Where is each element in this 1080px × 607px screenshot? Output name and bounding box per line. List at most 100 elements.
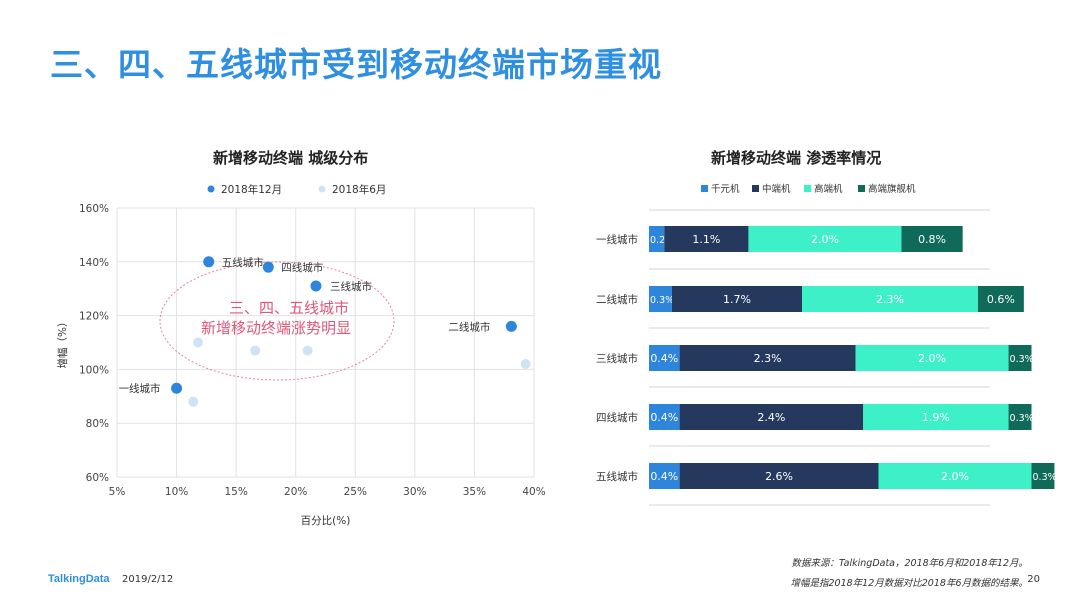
legend-swatch bbox=[804, 185, 811, 192]
bar-segment bbox=[863, 404, 1009, 430]
scatter-point-dec2018 bbox=[262, 261, 274, 273]
scatter-point-jun2018 bbox=[193, 337, 204, 348]
bar-value-label: 2.0% bbox=[811, 233, 839, 246]
legend-swatch bbox=[752, 185, 759, 192]
x-tick-label: 20% bbox=[284, 486, 307, 498]
bar-value-label: 0.3% bbox=[1033, 472, 1057, 483]
y-tick-label: 140% bbox=[79, 257, 109, 269]
bar-value-label: 2.3% bbox=[876, 293, 904, 306]
bar-value-label: 2.3% bbox=[754, 352, 782, 365]
legend-swatch bbox=[858, 185, 865, 192]
bar-segment bbox=[649, 286, 672, 312]
bar-value-label: 0.3% bbox=[650, 295, 674, 306]
source-note: 数据来源：TalkingData，2018年6月和2018年12月。 bbox=[791, 558, 1028, 569]
scatter-point-dec2018 bbox=[310, 280, 322, 292]
scatter-chart-title: 新增移动终端 城级分布 bbox=[213, 149, 369, 167]
x-tick-label: 25% bbox=[344, 486, 367, 498]
x-tick-label: 40% bbox=[522, 486, 545, 498]
bar-value-label: 1.1% bbox=[692, 233, 720, 246]
bar-segment bbox=[649, 345, 680, 371]
category-label: 三线城市 bbox=[596, 352, 638, 365]
bar-segment bbox=[878, 463, 1032, 489]
bar-value-label: 1.7% bbox=[723, 293, 751, 306]
bar-value-label: 1.9% bbox=[922, 411, 950, 424]
x-tick-label: 30% bbox=[403, 486, 426, 498]
bar-value-label: 0.3% bbox=[1010, 413, 1034, 424]
legend-label: 2018年6月 bbox=[332, 183, 386, 196]
annotation-line-2: 新增移动终端涨势明显 bbox=[201, 319, 351, 337]
category-label: 一线城市 bbox=[596, 233, 638, 246]
legend-label: 千元机 bbox=[711, 183, 740, 195]
bar-value-label: 0.3% bbox=[1010, 354, 1034, 365]
legend-marker bbox=[207, 185, 215, 193]
bar-segment bbox=[679, 345, 856, 371]
bar-segment bbox=[649, 463, 680, 489]
bar-segment bbox=[901, 226, 963, 252]
bar-chart-title: 新增移动终端 渗透率情况 bbox=[711, 149, 882, 167]
bar-segment bbox=[977, 286, 1024, 312]
scatter-point-label: 五线城市 bbox=[222, 256, 264, 269]
bar-value-label: 2.0% bbox=[941, 470, 969, 483]
page-number: 20 bbox=[1027, 574, 1040, 585]
scatter-point-jun2018 bbox=[520, 359, 531, 370]
y-tick-label: 60% bbox=[86, 472, 109, 484]
scatter-point-dec2018 bbox=[171, 382, 183, 394]
bar-segment bbox=[1031, 463, 1055, 489]
bar-value-label: 0.2% bbox=[650, 235, 674, 246]
bar-value-label: 0.4% bbox=[650, 352, 678, 365]
scatter-point-dec2018 bbox=[203, 256, 215, 268]
legend-label: 中端机 bbox=[762, 183, 791, 195]
category-label: 五线城市 bbox=[596, 470, 638, 483]
scatter-point-label: 三线城市 bbox=[330, 280, 372, 293]
bar-segment bbox=[1008, 404, 1032, 430]
legend-swatch bbox=[701, 185, 708, 192]
bar-segment bbox=[1008, 345, 1032, 371]
bar-segment bbox=[664, 226, 749, 252]
scatter-point-label: 四线城市 bbox=[281, 261, 323, 274]
bar-value-label: 2.4% bbox=[757, 411, 785, 424]
brand-logo: TalkingData bbox=[48, 573, 110, 585]
x-tick-label: 10% bbox=[165, 486, 188, 498]
bar-segment bbox=[671, 286, 802, 312]
definition-note: 增幅是指2018年12月数据对比2018年6月数据的结果。 bbox=[790, 578, 1029, 589]
legend-marker bbox=[318, 185, 326, 193]
bar-value-label: 0.6% bbox=[987, 293, 1015, 306]
bar-segment bbox=[649, 404, 680, 430]
category-label: 二线城市 bbox=[596, 293, 638, 306]
x-tick-label: 15% bbox=[224, 486, 247, 498]
report-date: 2019/2/12 bbox=[122, 574, 174, 585]
scatter-point-label: 一线城市 bbox=[119, 382, 161, 395]
legend-label: 高端旗舰机 bbox=[868, 183, 916, 195]
bar-value-label: 0.8% bbox=[918, 233, 946, 246]
y-tick-label: 160% bbox=[79, 203, 109, 215]
legend-label: 2018年12月 bbox=[221, 183, 282, 196]
bar-segment bbox=[679, 463, 879, 489]
legend-label: 高端机 bbox=[814, 183, 843, 195]
bar-value-label: 2.6% bbox=[765, 470, 793, 483]
highlight-ellipse bbox=[159, 261, 395, 381]
scatter-point-jun2018 bbox=[188, 396, 199, 407]
x-tick-label: 5% bbox=[109, 486, 126, 498]
y-tick-label: 120% bbox=[79, 311, 109, 323]
x-tick-label: 35% bbox=[463, 486, 486, 498]
bar-segment bbox=[855, 345, 1009, 371]
bar-segment bbox=[802, 286, 978, 312]
bar-value-label: 2.0% bbox=[918, 352, 946, 365]
scatter-point-jun2018 bbox=[302, 345, 313, 356]
bar-segment bbox=[679, 404, 864, 430]
y-axis-title: 增幅（%） bbox=[56, 317, 69, 369]
annotation-line-1: 三、四、五线城市 bbox=[229, 299, 349, 317]
scatter-point-dec2018 bbox=[505, 320, 517, 332]
bar-segment bbox=[748, 226, 902, 252]
bar-value-label: 0.4% bbox=[650, 470, 678, 483]
bar-segment bbox=[649, 226, 665, 252]
y-tick-label: 100% bbox=[79, 364, 109, 376]
category-label: 四线城市 bbox=[596, 411, 638, 424]
bar-value-label: 0.4% bbox=[650, 411, 678, 424]
scatter-point-jun2018 bbox=[250, 345, 261, 356]
page-title: 三、四、五线城市受到移动终端市场重视 bbox=[50, 45, 662, 84]
x-axis-title: 百分比(%) bbox=[301, 514, 351, 527]
scatter-point-label: 二线城市 bbox=[448, 320, 490, 333]
y-tick-label: 80% bbox=[86, 418, 109, 430]
